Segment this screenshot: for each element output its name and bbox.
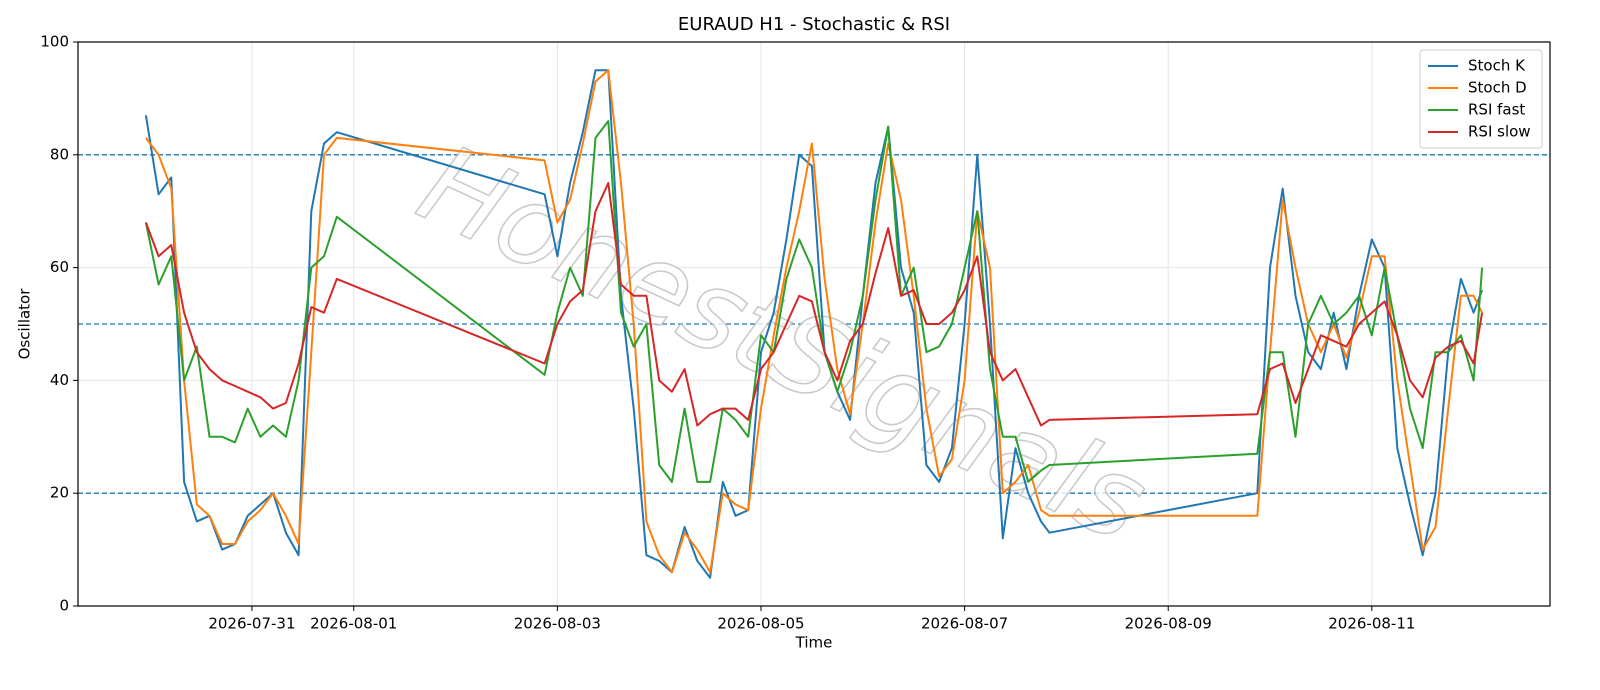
y-axis-label: Oscillator xyxy=(16,288,34,360)
x-tick-label: 2026-08-09 xyxy=(1125,615,1212,633)
series-line xyxy=(144,120,1484,483)
x-tick-label: 2026-07-31 xyxy=(208,615,295,633)
y-tick-label: 20 xyxy=(50,484,69,502)
y-tick-label: 40 xyxy=(50,371,69,389)
series-line xyxy=(144,69,1484,579)
legend-label: Stoch D xyxy=(1468,79,1527,97)
series-line xyxy=(144,182,1484,427)
x-tick-label: 2026-08-07 xyxy=(921,615,1008,633)
y-tick-label: 80 xyxy=(50,145,69,163)
plot-frame xyxy=(77,41,1551,607)
x-axis-label: Time xyxy=(795,634,833,652)
y-tick-label: 100 xyxy=(40,33,69,51)
legend-box xyxy=(1419,49,1543,149)
chart-title: EURAUD H1 - Stochastic & RSI xyxy=(678,14,950,35)
legend-label: RSI slow xyxy=(1468,123,1531,141)
y-tick-label: 0 xyxy=(59,597,69,615)
x-tick-label: 2026-08-11 xyxy=(1328,615,1415,633)
y-tick-label: 60 xyxy=(50,258,69,276)
legend-label: RSI fast xyxy=(1468,101,1525,119)
x-tick-label: 2026-08-05 xyxy=(717,615,804,633)
x-tick-label: 2026-08-01 xyxy=(310,615,397,633)
legend-label: Stoch K xyxy=(1468,57,1526,75)
legend: Stoch K Stoch D RSI fast RSI slow xyxy=(1419,49,1543,149)
x-tick-label: 2026-08-03 xyxy=(514,615,601,633)
